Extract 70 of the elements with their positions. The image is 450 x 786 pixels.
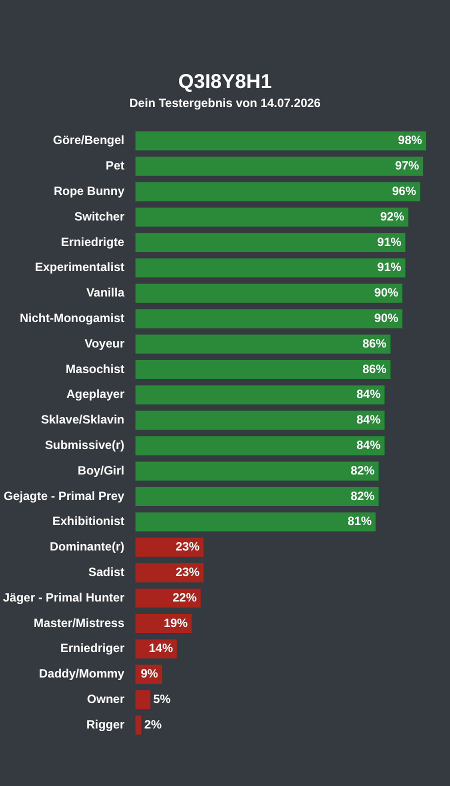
bar <box>135 690 150 710</box>
y-tick-label: Jäger - Primal Hunter <box>2 590 125 604</box>
y-tick-label: Rigger <box>86 717 125 732</box>
y-tick-label: Daddy/Mommy <box>39 666 125 681</box>
y-tick-label: Nicht-Monogamist <box>20 311 124 326</box>
data-label: 9% <box>140 666 158 681</box>
y-tick-label: Erniedrigte <box>61 234 125 249</box>
y-tick-label: Sklave/Sklavin <box>40 412 124 427</box>
y-tick-label: Pet <box>106 158 124 173</box>
bar <box>135 563 204 582</box>
chart-title: Q3I8Y8H1 <box>177 70 273 94</box>
bar <box>135 716 142 735</box>
y-tick-label: Boy/Girl <box>78 463 124 478</box>
bar <box>135 436 385 456</box>
y-tick-label: Göre/Bengel <box>53 133 124 148</box>
bar <box>135 334 390 354</box>
data-label: 84% <box>356 387 381 402</box>
bar <box>135 385 385 404</box>
data-label: 23% <box>176 540 200 554</box>
bar <box>135 512 376 532</box>
data-label: 91% <box>377 260 402 274</box>
y-tick-label: Voyeur <box>84 336 125 350</box>
data-label: 82% <box>350 488 375 503</box>
data-label: 84% <box>356 438 381 452</box>
data-label: 82% <box>350 463 375 478</box>
y-tick-label: Owner <box>87 692 125 706</box>
data-label: 19% <box>164 616 188 630</box>
data-label: 91% <box>377 234 402 249</box>
y-tick-label: Experimentalist <box>34 260 124 274</box>
bar <box>135 258 406 278</box>
data-label: 84% <box>356 412 381 427</box>
data-label: 97% <box>395 158 420 173</box>
y-tick-label: Sadist <box>88 565 124 580</box>
data-label: 90% <box>374 286 399 300</box>
bar <box>135 182 420 202</box>
data-label: 22% <box>172 590 197 604</box>
data-label: 86% <box>362 362 387 376</box>
bar <box>135 208 408 227</box>
data-label: 86% <box>362 336 387 350</box>
bar <box>135 538 204 557</box>
y-tick-label: Rope Bunny <box>54 184 125 198</box>
y-tick-label: Erniedriger <box>60 641 125 656</box>
y-tick-label: Master/Mistress <box>34 616 125 630</box>
y-tick-label: Dominante(r) <box>50 540 124 554</box>
data-label: 92% <box>380 209 405 224</box>
data-label: 5% <box>153 692 171 706</box>
data-label: 23% <box>176 565 200 580</box>
y-tick-label: Gejagte - Primal Prey <box>4 488 125 503</box>
y-tick-label: Exhibitionist <box>52 514 124 528</box>
chart-subtitle: Dein Testergebnis von 14.07.2026 <box>128 95 322 112</box>
bar <box>135 410 385 430</box>
bar <box>135 232 406 252</box>
y-tick-label: Vanilla <box>86 286 125 300</box>
bar <box>135 486 379 506</box>
data-label: 98% <box>398 133 422 148</box>
y-tick-label: Switcher <box>74 209 125 224</box>
data-label: 81% <box>348 514 372 528</box>
bar <box>135 131 426 150</box>
data-label: 14% <box>148 641 174 656</box>
data-label: 90% <box>374 311 399 326</box>
bar <box>135 462 379 481</box>
bar <box>135 360 390 380</box>
y-tick-label: Ageplayer <box>66 387 125 402</box>
bar <box>135 309 402 328</box>
data-label: 2% <box>144 717 162 732</box>
y-tick-label: Submissive(r) <box>45 438 124 452</box>
y-tick-label: Masochist <box>66 362 124 376</box>
bar <box>135 284 402 303</box>
bar <box>135 156 424 176</box>
data-label: 96% <box>392 184 416 198</box>
